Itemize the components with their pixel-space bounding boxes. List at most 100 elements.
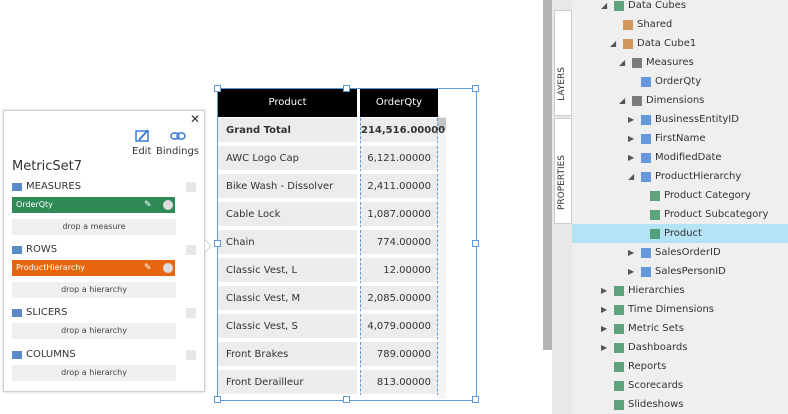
item-remove[interactable] (163, 263, 173, 273)
node-icon (641, 153, 651, 163)
resize-handle[interactable] (343, 396, 350, 403)
table-cell: Cable Lock (218, 202, 357, 228)
edit-label: Edit (132, 146, 152, 157)
node-icon (623, 39, 633, 49)
node-icon (650, 229, 660, 239)
expander[interactable]: ▶ (628, 153, 635, 162)
tree-node[interactable]: ▶ Hierarchies (572, 281, 788, 300)
bound-item[interactable]: ProductHierarchy ✎ (12, 260, 175, 276)
tree-node[interactable]: Product (572, 224, 788, 243)
tree-node[interactable]: ▶ BusinessEntityID (572, 110, 788, 129)
section-label: MEASURES (26, 181, 82, 192)
drop-zone[interactable]: drop a hierarchy (12, 282, 176, 298)
add-button[interactable] (186, 245, 196, 255)
close-button[interactable]: ✕ (189, 112, 200, 126)
scrollbar-thumb[interactable] (438, 118, 446, 130)
node-label: Hierarchies (628, 285, 685, 296)
expander[interactable]: ▶ (628, 267, 635, 276)
item-remove[interactable] (163, 200, 173, 210)
tree-node[interactable]: Shared (572, 15, 788, 34)
node-icon (632, 58, 642, 68)
tree-node[interactable]: ◢ Measures (572, 53, 788, 72)
layers-tab[interactable]: LAYERS (554, 10, 572, 116)
table-cell: 774.00000 (360, 230, 438, 256)
node-icon (614, 343, 624, 353)
node-icon (641, 248, 651, 258)
tree-node[interactable]: ◢ Data Cubes (572, 0, 788, 15)
expander[interactable]: ◢ (601, 1, 608, 10)
node-label: Product Category (664, 190, 751, 201)
bindings-label: Bindings (156, 146, 199, 157)
item-edit[interactable]: ✎ (144, 263, 152, 273)
node-label: BusinessEntityID (655, 114, 739, 125)
add-button[interactable] (186, 350, 196, 360)
resize-handle[interactable] (214, 85, 221, 92)
drop-zone[interactable]: drop a measure (12, 219, 176, 235)
node-icon (650, 210, 660, 220)
node-icon (641, 172, 651, 182)
tree-node[interactable]: OrderQty (572, 72, 788, 91)
tree-node[interactable]: ▶ SalesPersonID (572, 262, 788, 281)
tree-node[interactable]: ◢ Dimensions (572, 91, 788, 110)
node-label: Slideshows (628, 399, 684, 410)
node-icon (614, 324, 624, 334)
tree-node[interactable]: ▶ Time Dimensions (572, 300, 788, 319)
add-button[interactable] (186, 308, 196, 318)
tree-node[interactable]: ▶ Dashboards (572, 338, 788, 357)
add-button[interactable] (186, 182, 196, 192)
tree-panel: ◢ Data Cubes Shared ◢ Data Cube1 ◢ Measures Ord… (572, 0, 788, 414)
table-cell: Front Derailleur (218, 370, 357, 396)
expander[interactable]: ▶ (601, 305, 608, 314)
tree-node[interactable]: ▶ Metric Sets (572, 319, 788, 338)
expander[interactable]: ▶ (601, 343, 608, 352)
column-header[interactable]: Product (218, 89, 357, 117)
edit-button[interactable]: Edit (132, 129, 151, 157)
resize-handle[interactable] (472, 240, 479, 247)
node-icon (641, 267, 651, 277)
node-label: Dashboards (628, 342, 688, 353)
resize-handle[interactable] (472, 85, 479, 92)
node-label: SalesPersonID (655, 266, 726, 277)
properties-tab[interactable]: PROPERTIES (554, 118, 572, 224)
bound-item[interactable]: OrderQty ✎ (12, 197, 175, 213)
bindings-button[interactable]: Bindings (156, 129, 199, 157)
node-label: Data Cubes (628, 0, 687, 11)
tree-node[interactable]: ▶ SalesOrderID (572, 243, 788, 262)
expander[interactable]: ◢ (628, 172, 635, 181)
tree-node[interactable]: Product Category (572, 186, 788, 205)
expander[interactable]: ▶ (628, 115, 635, 124)
resize-handle[interactable] (343, 85, 350, 92)
item-edit[interactable]: ✎ (144, 200, 152, 210)
resize-handle[interactable] (214, 240, 221, 247)
table-cell: Classic Vest, M (218, 286, 357, 312)
tree-node[interactable]: Scorecards (572, 376, 788, 395)
expander[interactable]: ▶ (601, 324, 608, 333)
column-header[interactable]: OrderQty (360, 89, 438, 117)
resize-handle[interactable] (472, 396, 479, 403)
resize-handle[interactable] (214, 396, 221, 403)
node-icon (614, 381, 624, 391)
tree-node[interactable]: ▶ FirstName (572, 129, 788, 148)
scrollbar[interactable] (438, 116, 446, 399)
drop-zone[interactable]: drop a hierarchy (12, 323, 176, 339)
expander[interactable]: ◢ (610, 39, 617, 48)
expander[interactable]: ◢ (619, 58, 626, 67)
tree-node[interactable]: ▶ ModifiedDate (572, 148, 788, 167)
panel-title: MetricSet7 (12, 159, 83, 174)
edit-icon (134, 129, 149, 142)
drop-zone[interactable]: drop a hierarchy (12, 365, 176, 381)
table-cell: Front Brakes (218, 342, 357, 368)
table-cell: AWC Logo Cap (218, 146, 357, 172)
tree-node[interactable]: Reports (572, 357, 788, 376)
tree-node[interactable]: ◢ Data Cube1 (572, 34, 788, 53)
table-cell: 1,087.00000 (360, 202, 438, 228)
expander[interactable]: ◢ (619, 96, 626, 105)
expander[interactable]: ▶ (628, 248, 635, 257)
expander[interactable]: ▶ (628, 134, 635, 143)
node-icon (641, 134, 651, 144)
tree-node[interactable]: ◢ ProductHierarchy (572, 167, 788, 186)
tree-node[interactable]: Slideshows (572, 395, 788, 414)
splitter[interactable] (543, 0, 552, 350)
expander[interactable]: ▶ (601, 286, 608, 295)
tree-node[interactable]: Product Subcategory (572, 205, 788, 224)
